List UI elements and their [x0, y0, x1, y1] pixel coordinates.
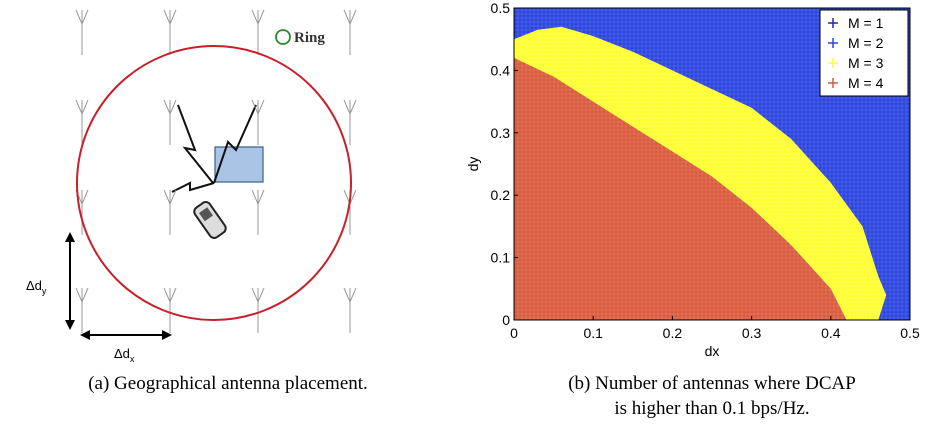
building [214, 146, 264, 183]
signal-bolt [171, 181, 215, 193]
ring-circle [76, 45, 352, 321]
y-tick-label: 0.4 [491, 62, 511, 78]
legend-label: M = 2 [848, 35, 884, 51]
ring-legend-label: Ring [294, 30, 325, 46]
y-tick-label: 0 [502, 312, 510, 328]
legend-marker [828, 58, 838, 68]
x-tick-label: 0.1 [583, 325, 603, 341]
antenna [343, 9, 357, 55]
antenna [251, 287, 265, 333]
caption-b-line: (b) Number of antennas where DCAP [568, 373, 856, 394]
dx-label: Δdx [114, 346, 135, 364]
antenna [163, 9, 177, 55]
antenna [163, 99, 177, 145]
legend-label: M = 3 [848, 55, 884, 71]
signal-bolt [213, 104, 257, 184]
y-tick-label: 0.3 [491, 125, 511, 141]
antenna-diagram: Ring Δdy Δdx (a) Geographical antenna pl… [26, 9, 368, 394]
x-tick-label: 0 [510, 325, 518, 341]
x-tick-label: 0.5 [900, 325, 920, 341]
x-axis-label: dx [705, 343, 720, 359]
legend-marker [828, 78, 838, 88]
y-tick-label: 0.5 [491, 0, 511, 16]
signal-bolt [177, 104, 214, 184]
antenna [251, 189, 265, 235]
antenna [163, 189, 177, 235]
antenna [75, 99, 89, 145]
plot-frame [513, 7, 911, 321]
legend-marker [828, 18, 838, 28]
x-tick-label: 0.2 [663, 325, 683, 341]
antenna [251, 99, 265, 145]
caption-a: (a) Geographical antenna placement. [88, 373, 368, 394]
antenna [75, 9, 89, 55]
dx-subscript: x [130, 354, 135, 364]
y-axis-label: dy [465, 157, 481, 172]
x-tick-label: 0.3 [742, 325, 762, 341]
caption-b-line: is higher than 0.1 bps/Hz. [614, 398, 809, 419]
antenna [343, 287, 357, 333]
legend-label: M = 1 [848, 15, 884, 31]
ring-legend-symbol [275, 29, 291, 45]
phone [193, 201, 227, 239]
dy-subscript: y [42, 286, 47, 296]
dy-text: Δd [26, 278, 42, 293]
legend-marker [828, 38, 838, 48]
legend-box [819, 9, 909, 97]
antenna [163, 287, 177, 333]
dy-arrowheads [65, 232, 75, 330]
dx-text: Δd [114, 346, 130, 361]
antenna [343, 99, 357, 145]
y-tick-label: 0.1 [491, 250, 511, 266]
legend-label: M = 4 [848, 75, 884, 91]
dy-label: Δdy [26, 278, 47, 296]
y-tick-label: 0.2 [491, 187, 511, 203]
x-tick-label: 0.4 [821, 325, 841, 341]
antenna [75, 287, 89, 333]
dx-arrowheads [80, 330, 172, 340]
antenna [251, 9, 265, 55]
